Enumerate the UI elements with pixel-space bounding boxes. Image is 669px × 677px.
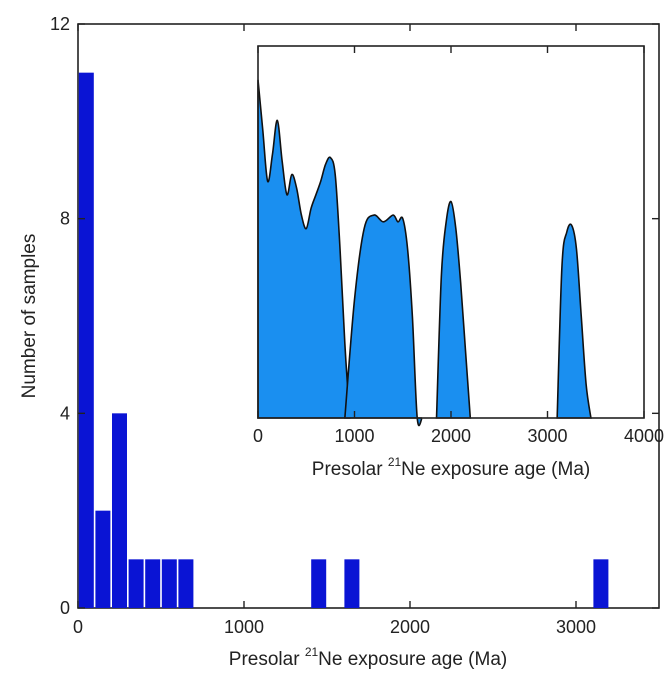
main-x-axis-title-prefix: Presolar: [229, 649, 305, 670]
main-x-axis-title: Presolar 21Ne exposure age (Ma): [229, 645, 507, 670]
histogram-bar: [78, 72, 94, 608]
histogram-bar: [344, 559, 360, 608]
main-x-axis-title-suffix: Ne exposure age (Ma): [318, 649, 507, 670]
main-bars: [78, 72, 609, 608]
inset-x-tick-label: 4000: [624, 426, 664, 446]
inset-ticks: 0 1000 2000 3000 4000: [253, 46, 664, 446]
main-x-tick-label: 0: [73, 617, 83, 637]
main-y-tick-label: 12: [50, 14, 70, 34]
histogram-bar: [95, 510, 111, 608]
histogram-bar: [128, 559, 144, 608]
inset-x-axis-title-superscript: 21: [388, 455, 402, 469]
inset-areas: [257, 79, 592, 427]
main-x-tick-label: 1000: [224, 617, 264, 637]
main-ticks: 0 1000 2000 3000 0 4 8 12: [50, 14, 659, 637]
inset-density-area: [257, 79, 351, 419]
inset-x-axis-title: Presolar 21Ne exposure age (Ma): [312, 455, 590, 480]
main-x-tick-label: 2000: [390, 617, 430, 637]
inset-density-area: [556, 223, 592, 419]
inset-density-area: [343, 214, 423, 427]
inset-x-axis-title-suffix: Ne exposure age (Ma): [401, 459, 590, 480]
histogram-bar: [593, 559, 609, 608]
histogram-bar: [145, 559, 161, 608]
main-y-tick-label: 4: [60, 403, 70, 423]
main-x-axis-title-superscript: 21: [305, 645, 319, 659]
main-x-tick-label: 3000: [556, 617, 596, 637]
main-y-tick-label: 8: [60, 209, 70, 229]
main-y-tick-label: 0: [60, 598, 70, 618]
inset-x-tick-label: 1000: [334, 426, 374, 446]
inset-x-tick-label: 0: [253, 426, 263, 446]
histogram-bar: [161, 559, 177, 608]
inset-x-tick-label: 3000: [527, 426, 567, 446]
histogram-bar: [311, 559, 327, 608]
histogram-bar: [112, 413, 127, 608]
inset-density-area: [435, 200, 472, 419]
inset-x-axis-title-prefix: Presolar: [312, 459, 388, 480]
inset-x-tick-label: 2000: [431, 426, 471, 446]
main-plot-frame: [77, 23, 660, 609]
main-y-axis-title: Number of samples: [19, 234, 40, 399]
histogram-bar: [178, 559, 194, 608]
